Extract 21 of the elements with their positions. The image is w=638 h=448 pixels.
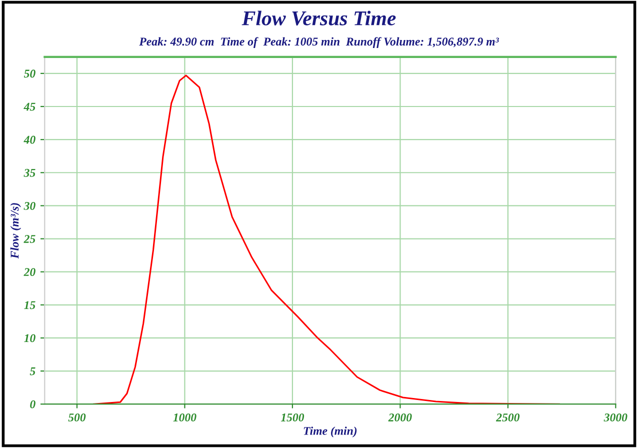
x-tick-label: 500 (68, 413, 86, 422)
y-tick-label: 45 (24, 102, 36, 111)
x-tick-label: 3000 (604, 413, 628, 422)
y-tick-label: 10 (24, 334, 36, 342)
x-axis-title: Time (min) (304, 426, 357, 438)
y-tick-label: 0 (30, 400, 36, 408)
y-axis-title: Flow (m³/s) (10, 203, 22, 259)
y-tick-label: 20 (24, 268, 36, 276)
y-tick-label: 5 (30, 367, 36, 376)
y-tick-label: 40 (24, 136, 36, 144)
x-tick-label: 1500 (280, 413, 304, 422)
x-tick-label: 2500 (496, 413, 520, 422)
y-tick-label: 50 (24, 70, 36, 78)
chart-title: Flow Versus Time (242, 10, 396, 26)
y-tick-label: 15 (24, 301, 36, 310)
chart-subtitle: Peak: 49.90 cm Time of Peak: 1005 min Runoff Volume: 1,506,897.9 m³ (139, 37, 499, 48)
y-tick-label: 25 (24, 235, 36, 243)
x-tick-label: 1000 (173, 413, 196, 422)
y-tick-label: 30 (24, 202, 36, 210)
y-tick-label: 35 (24, 168, 36, 177)
x-tick-label: 2000 (388, 413, 412, 422)
